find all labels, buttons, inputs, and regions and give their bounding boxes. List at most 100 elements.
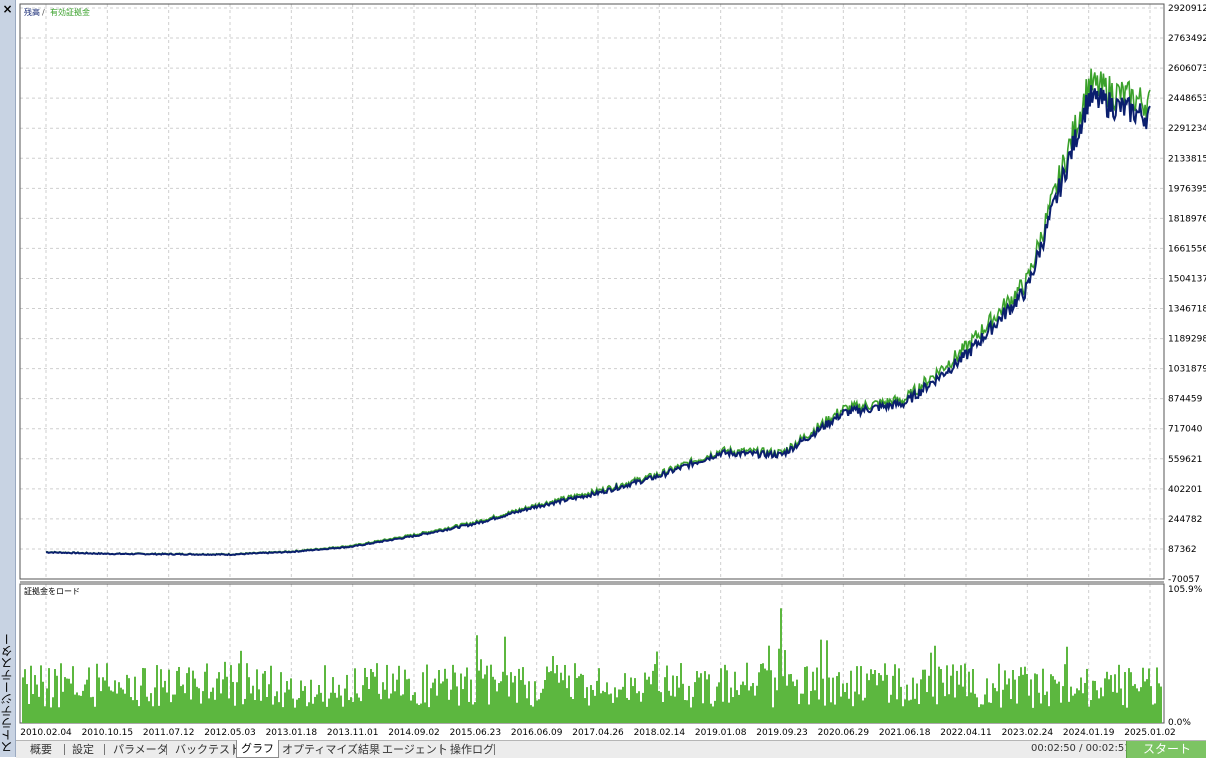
load-bar — [200, 703, 202, 723]
load-bar — [916, 683, 918, 723]
load-bar — [736, 690, 738, 723]
tab-backtest[interactable]: バックテスト — [175, 743, 241, 756]
tab-settings[interactable]: 設定 — [72, 743, 94, 756]
load-bar — [710, 703, 712, 723]
load-bar — [972, 668, 974, 723]
load-bar — [660, 692, 662, 723]
load-bar — [54, 669, 56, 723]
load-bar — [842, 683, 844, 723]
load-bar — [654, 664, 656, 723]
load-bar — [776, 690, 778, 723]
load-bar — [460, 673, 462, 723]
tab-log[interactable]: 操作ログ — [450, 743, 494, 756]
load-bar — [690, 707, 692, 723]
tab-optimize-results[interactable]: オプティマイズ結果 — [282, 743, 381, 756]
load-bar — [364, 667, 366, 723]
load-bar — [424, 702, 426, 723]
load-bar — [312, 703, 314, 723]
load-bar — [980, 704, 982, 723]
load-bar — [744, 685, 746, 723]
load-bar — [946, 665, 948, 723]
load-bar — [46, 688, 48, 723]
load-bar — [1002, 689, 1004, 723]
tab-parameters[interactable]: パラメータ — [113, 743, 168, 756]
load-bar — [532, 706, 534, 723]
load-bar — [174, 694, 176, 723]
load-bar — [380, 699, 382, 723]
load-bar — [1070, 686, 1072, 723]
load-bar — [904, 699, 906, 723]
y-tick-label: 2291234 — [1168, 124, 1206, 134]
load-bar — [674, 696, 676, 723]
load-bar — [662, 701, 664, 723]
load-bar — [1044, 694, 1046, 723]
y-tick-label: 874459 — [1168, 395, 1203, 405]
load-bar — [520, 680, 522, 723]
load-bar — [824, 705, 826, 723]
y-axis-labels: 2920912 2763492 2606073 2448653 2291234 21338… — [1168, 4, 1206, 585]
load-bar — [390, 693, 392, 723]
close-icon[interactable]: × — [2, 2, 13, 16]
load-bar — [186, 673, 188, 723]
load-bar — [56, 675, 58, 723]
load-bar — [114, 680, 116, 723]
load-bar — [684, 700, 686, 723]
load-bar — [1042, 668, 1044, 723]
load-bar — [1078, 690, 1080, 723]
tab-graph[interactable]: グラフ — [236, 740, 279, 758]
load-bar — [182, 684, 184, 723]
x-axis-labels: 2010.02.04 2010.10.15 2011.07.12 2012.05.03… — [20, 728, 1176, 738]
load-bar — [446, 678, 448, 723]
load-bar — [556, 665, 558, 723]
load-bar — [110, 690, 112, 723]
load-bar — [722, 701, 724, 723]
start-button[interactable]: スタート — [1126, 741, 1206, 758]
load-bar — [68, 678, 70, 723]
load-bar — [404, 669, 406, 723]
y-tick-label: 87362 — [1168, 545, 1197, 555]
load-bar — [1062, 686, 1064, 723]
load-bar — [678, 687, 680, 723]
load-bar — [664, 677, 666, 723]
load-bar — [142, 667, 144, 723]
load-bar — [1092, 680, 1094, 723]
load-bar — [1116, 692, 1118, 723]
y-tick-label: 1031879 — [1168, 365, 1206, 375]
load-bar — [84, 684, 86, 723]
load-bar — [836, 676, 838, 723]
balance-line — [45, 85, 1151, 557]
load-bar — [1014, 679, 1016, 723]
load-bar — [860, 666, 862, 723]
load-bar — [250, 693, 252, 723]
load-bar — [474, 702, 476, 723]
load-bar — [938, 666, 940, 723]
load-bar — [624, 673, 626, 723]
tab-summary[interactable]: 概要 — [30, 743, 52, 756]
load-bar — [32, 694, 34, 723]
load-bar — [96, 663, 98, 723]
load-bar — [34, 675, 36, 723]
load-bar — [640, 701, 642, 723]
load-bar — [408, 678, 410, 723]
load-bar — [724, 664, 726, 723]
load-bar — [986, 678, 988, 723]
load-bar — [80, 695, 82, 723]
strategy-tester-title: ストラテジーテスター — [0, 633, 14, 753]
load-bar — [738, 694, 740, 723]
load-bar — [1106, 671, 1108, 723]
load-bar — [330, 692, 332, 723]
load-bar — [492, 676, 494, 723]
load-bar — [402, 694, 404, 723]
load-bar — [472, 704, 474, 723]
load-bar — [490, 664, 492, 723]
load-bar — [88, 667, 90, 723]
load-bar — [332, 677, 334, 723]
load-bar — [628, 699, 630, 723]
load-bar — [838, 672, 840, 723]
load-bar — [780, 608, 782, 723]
load-bar — [314, 696, 316, 723]
tab-agents[interactable]: エージェント — [382, 743, 448, 756]
load-bar — [764, 668, 766, 723]
load-bar — [608, 694, 610, 723]
load-bar — [872, 674, 874, 723]
